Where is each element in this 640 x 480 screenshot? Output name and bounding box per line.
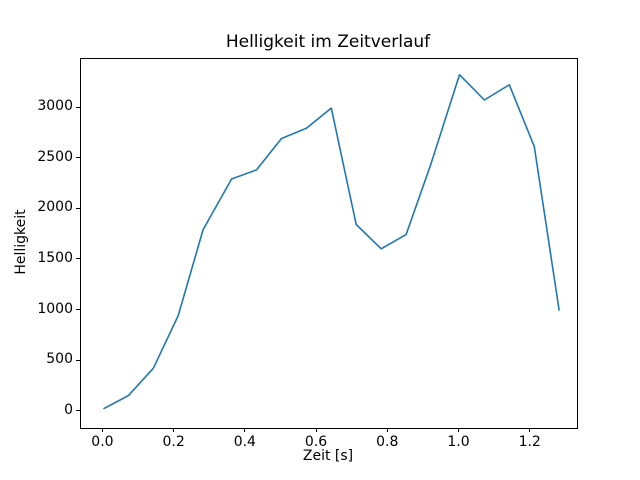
plot-area	[80, 58, 578, 429]
y-tick-label: 1000	[37, 300, 73, 317]
y-tick-label: 0	[64, 401, 73, 418]
x-tick-label: 1.2	[518, 434, 541, 450]
y-tick-mark	[76, 106, 80, 108]
x-tick-mark	[529, 428, 531, 432]
y-tick-mark	[76, 157, 80, 159]
x-tick-mark	[315, 428, 317, 432]
y-tick-mark	[76, 258, 80, 260]
line-series	[103, 73, 560, 410]
x-tick-label: 1.0	[447, 434, 470, 450]
y-tick-mark	[76, 207, 80, 209]
x-tick-label: 0.0	[91, 434, 114, 450]
y-tick-mark	[76, 309, 80, 311]
y-tick-label: 2000	[37, 199, 73, 216]
series-line	[103, 73, 560, 410]
x-axis-label: Zeit [s]	[302, 448, 354, 464]
y-tick-label: 500	[46, 351, 73, 368]
x-tick-mark	[101, 428, 103, 432]
y-tick-mark	[76, 410, 80, 412]
x-tick-label: 0.4	[233, 434, 256, 450]
x-tick-label: 0.8	[376, 434, 399, 450]
x-tick-mark	[386, 428, 388, 432]
y-tick-label: 3000	[37, 98, 73, 115]
x-tick-mark	[244, 428, 246, 432]
chart-title: Helligkeit im Zeitverlauf	[225, 32, 431, 52]
x-tick-mark	[173, 428, 175, 432]
y-tick-label: 1500	[37, 249, 73, 266]
x-tick-label: 0.6	[304, 434, 328, 450]
y-tick-label: 2500	[37, 148, 73, 165]
y-tick-mark	[76, 359, 80, 361]
x-tick-label: 0.2	[162, 434, 185, 450]
x-tick-mark	[457, 428, 459, 432]
